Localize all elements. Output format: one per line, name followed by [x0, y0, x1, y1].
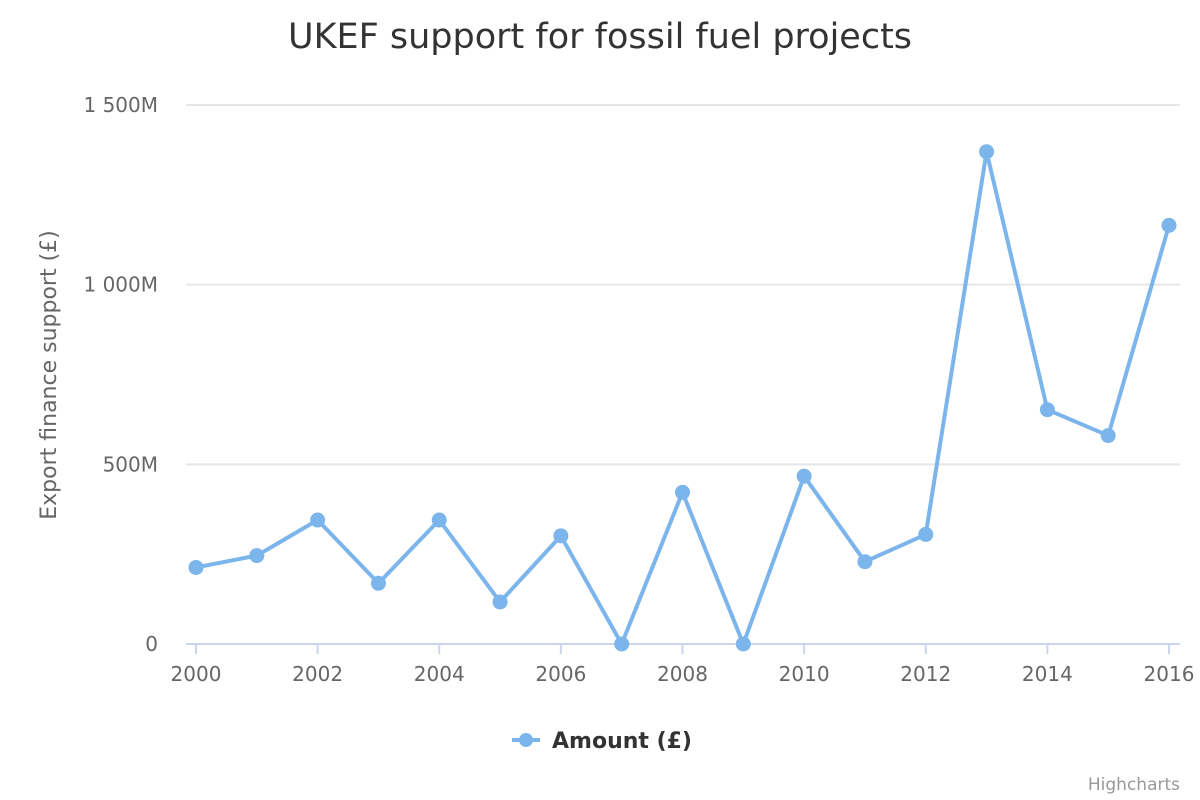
data-point-2006[interactable]: [553, 528, 569, 544]
legend-label[interactable]: Amount (£): [552, 729, 692, 754]
legend-marker-icon: [519, 733, 533, 747]
grid-lines: [186, 104, 1180, 466]
x-tick-label: 2012: [900, 662, 951, 686]
y-tick-label: 500M: [103, 452, 158, 476]
y-axis-tick-labels: 0 500M 1 000M 1 500M: [83, 93, 158, 656]
data-point-2001[interactable]: [249, 548, 265, 564]
credits-link[interactable]: Highcharts: [1088, 775, 1180, 795]
data-point-2007[interactable]: [614, 636, 630, 652]
x-tick-label: 2016: [1144, 662, 1195, 686]
data-point-2008[interactable]: [675, 484, 690, 500]
x-tick-label: 2006: [535, 662, 586, 686]
series-line: [194, 149, 1171, 646]
data-point-2002[interactable]: [310, 512, 326, 528]
y-tick-label: 0: [145, 632, 158, 656]
x-tick-label: 2002: [292, 662, 343, 686]
data-point-2011[interactable]: [857, 554, 873, 570]
x-axis-tick-labels: 2000 2002 2004 2006 2008 2010 2012 2014 2016: [171, 644, 1195, 686]
data-point-2012[interactable]: [918, 526, 934, 542]
data-point-2014[interactable]: [1039, 402, 1055, 418]
data-point-2013[interactable]: [979, 144, 995, 160]
x-tick-label: 2008: [657, 662, 708, 686]
x-tick-label: 2010: [779, 662, 830, 686]
y-axis-title: Export finance support (£): [37, 230, 62, 519]
series-amount: [188, 144, 1177, 652]
y-tick-label: 1 500M: [83, 93, 158, 117]
data-point-2015[interactable]: [1100, 428, 1116, 444]
x-tick-label: 2014: [1022, 662, 1073, 686]
x-tick-label: 2000: [171, 662, 222, 686]
data-point-2000[interactable]: [188, 559, 204, 575]
y-tick-label: 1 000M: [83, 273, 158, 297]
data-point-2004[interactable]: [431, 512, 447, 528]
data-point-2003[interactable]: [370, 575, 386, 591]
data-point-2010[interactable]: [796, 468, 812, 484]
chart-title: UKEF support for fossil fuel projects: [288, 17, 912, 57]
data-point-2005[interactable]: [492, 594, 508, 610]
x-tick-label: 2004: [414, 662, 465, 686]
data-point-2016[interactable]: [1161, 217, 1177, 233]
data-point-2009[interactable]: [735, 636, 751, 652]
legend[interactable]: Amount (£): [512, 729, 692, 754]
